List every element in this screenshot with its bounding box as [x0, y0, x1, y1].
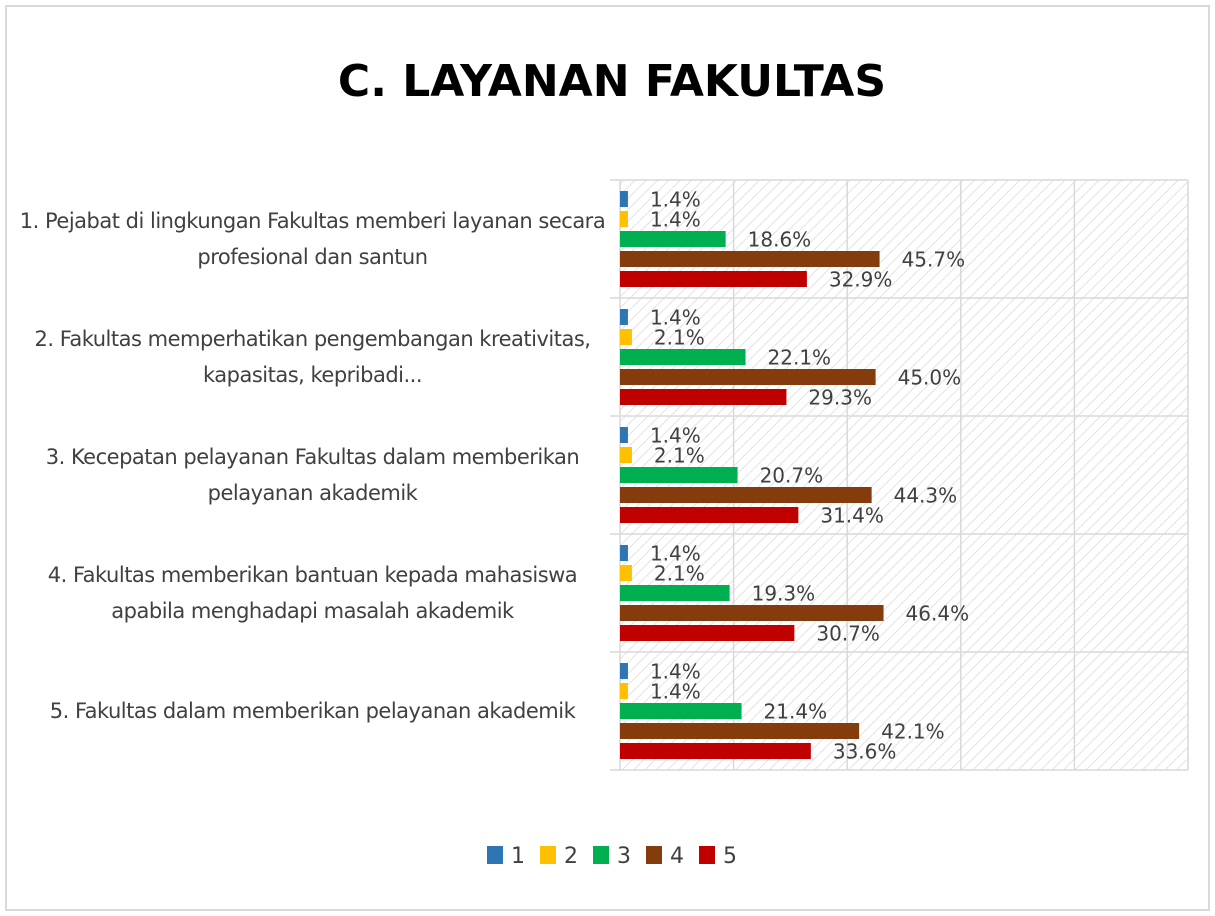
legend-label: 1 — [511, 844, 525, 869]
bar — [620, 585, 730, 601]
value-label: 31.4% — [820, 504, 884, 528]
value-label: 46.4% — [906, 602, 970, 626]
bar — [620, 487, 872, 503]
value-label: 33.6% — [833, 740, 897, 764]
bar — [620, 349, 746, 365]
category-label: 4. Fakultas memberikan bantuan kepada ma… — [47, 563, 578, 623]
legend-label: 4 — [670, 844, 684, 869]
value-label: 2.1% — [654, 562, 705, 586]
bar — [620, 605, 884, 621]
value-label: 1.4% — [650, 542, 701, 566]
value-label: 30.7% — [816, 622, 880, 646]
value-label: 32.9% — [829, 268, 893, 292]
category-label: 1. Pejabat di lingkungan Fakultas member… — [19, 209, 606, 269]
bar — [620, 427, 628, 443]
value-label: 1.4% — [650, 306, 701, 330]
bar — [620, 565, 632, 581]
bar — [620, 191, 628, 207]
value-label: 1.4% — [650, 680, 701, 704]
value-label: 1.4% — [650, 424, 701, 448]
legend-label: 2 — [564, 844, 578, 869]
bar — [620, 211, 628, 227]
value-label: 20.7% — [760, 464, 824, 488]
value-label: 19.3% — [752, 582, 816, 606]
bar — [620, 309, 628, 325]
bar — [620, 271, 807, 287]
bar — [620, 231, 726, 247]
bar — [620, 723, 860, 739]
legend-swatch — [593, 846, 609, 864]
bar — [620, 329, 632, 345]
legend-label: 3 — [617, 844, 631, 869]
category-label: 2. Fakultas memperhatikan pengembangan k… — [34, 327, 591, 387]
bar — [620, 369, 876, 385]
category-label: 3. Kecepatan pelayanan Fakultas dalam me… — [45, 445, 580, 505]
value-label: 2.1% — [654, 326, 705, 350]
legend-label: 5 — [723, 844, 737, 869]
bar — [620, 447, 632, 463]
bar — [620, 467, 738, 483]
bar — [620, 389, 787, 405]
bar — [620, 743, 811, 759]
value-label: 42.1% — [881, 720, 945, 744]
chart-title: C. LAYANAN FAKULTAS — [338, 56, 886, 107]
value-label: 1.4% — [650, 660, 701, 684]
bar — [620, 507, 799, 523]
value-label: 44.3% — [894, 484, 958, 508]
value-label: 45.7% — [902, 248, 966, 272]
value-label: 21.4% — [764, 700, 828, 724]
value-label: 29.3% — [808, 386, 872, 410]
bar — [620, 625, 795, 641]
legend-swatch — [540, 846, 556, 864]
bar — [620, 683, 628, 699]
value-label: 2.1% — [654, 444, 705, 468]
bar — [620, 251, 880, 267]
value-label: 18.6% — [748, 228, 812, 252]
value-label: 1.4% — [650, 188, 701, 212]
value-label: 45.0% — [898, 366, 962, 390]
value-label: 22.1% — [768, 346, 832, 370]
legend-swatch — [699, 846, 715, 864]
legend-swatch — [487, 846, 503, 864]
bar — [620, 703, 742, 719]
bar — [620, 545, 628, 561]
category-label: 5. Fakultas dalam memberikan pelayanan a… — [49, 699, 576, 723]
bar — [620, 663, 628, 679]
value-label: 1.4% — [650, 208, 701, 232]
legend-swatch — [646, 846, 662, 864]
